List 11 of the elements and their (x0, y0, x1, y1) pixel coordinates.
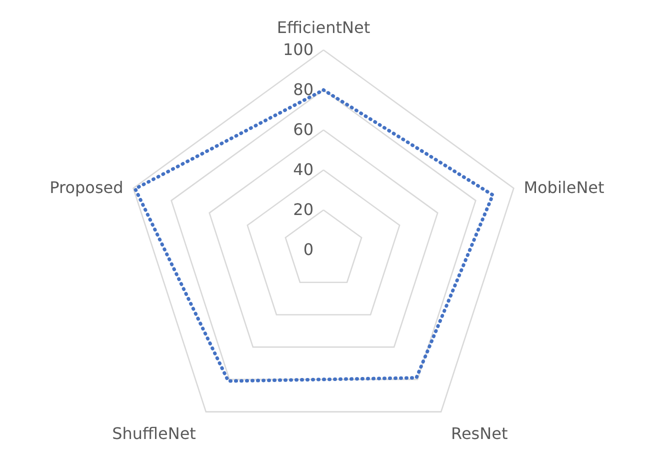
spoke-label: ResNet (451, 424, 508, 443)
spoke-label: MobileNet (524, 178, 604, 198)
y-tick-label: 20 (293, 200, 314, 219)
y-tick-label: 0 (303, 240, 314, 259)
y-tick-label: 80 (293, 80, 314, 99)
spoke-label: EfficientNet (276, 18, 370, 37)
y-tick-label: 100 (282, 40, 314, 59)
y-tick-label: 40 (293, 160, 314, 179)
y-tick-label: 60 (293, 120, 314, 139)
spoke-label: ShuffleNet (112, 424, 196, 443)
spoke-label: Proposed (50, 178, 124, 198)
